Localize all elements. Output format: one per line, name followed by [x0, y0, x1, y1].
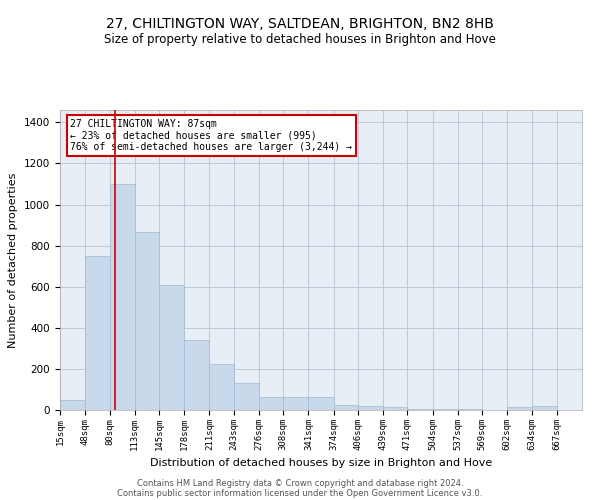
Text: Contains public sector information licensed under the Open Government Licence v3: Contains public sector information licen…: [118, 488, 482, 498]
Text: 27, CHILTINGTON WAY, SALTDEAN, BRIGHTON, BN2 8HB: 27, CHILTINGTON WAY, SALTDEAN, BRIGHTON,…: [106, 18, 494, 32]
Bar: [407, 409, 433, 410]
Bar: [508, 407, 532, 410]
Bar: [308, 396, 334, 410]
Bar: [209, 364, 234, 410]
Text: 27 CHILTINGTON WAY: 87sqm
← 23% of detached houses are smaller (995)
76% of semi: 27 CHILTINGTON WAY: 87sqm ← 23% of detac…: [70, 119, 352, 152]
Bar: [458, 409, 482, 410]
Bar: [433, 409, 458, 410]
Text: Contains HM Land Registry data © Crown copyright and database right 2024.: Contains HM Land Registry data © Crown c…: [137, 478, 463, 488]
X-axis label: Distribution of detached houses by size in Brighton and Hove: Distribution of detached houses by size …: [150, 458, 492, 468]
Text: Size of property relative to detached houses in Brighton and Hove: Size of property relative to detached ho…: [104, 32, 496, 46]
Y-axis label: Number of detached properties: Number of detached properties: [8, 172, 19, 348]
Bar: [184, 340, 209, 410]
Bar: [159, 284, 184, 410]
Bar: [110, 184, 134, 410]
Bar: [334, 405, 358, 410]
Bar: [358, 406, 383, 410]
Bar: [234, 384, 259, 410]
Bar: [383, 407, 407, 410]
Bar: [532, 406, 557, 410]
Bar: [85, 256, 110, 410]
Bar: [134, 232, 159, 410]
Bar: [283, 396, 308, 410]
Bar: [259, 396, 283, 410]
Bar: [60, 400, 85, 410]
